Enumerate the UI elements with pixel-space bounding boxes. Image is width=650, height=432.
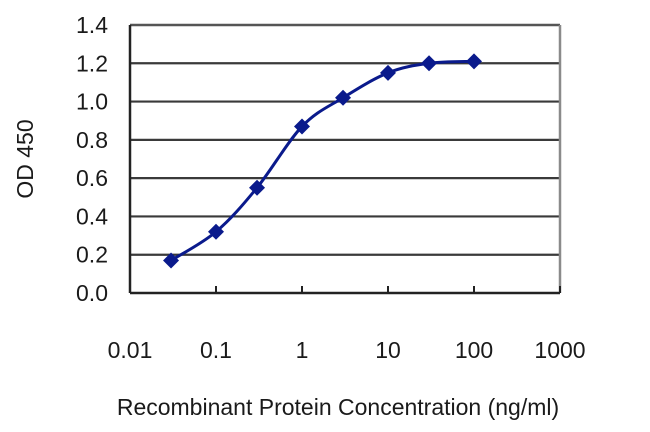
data-point-diamond-icon: [335, 89, 352, 106]
x-tick-label: 1: [296, 337, 309, 363]
data-point-diamond-icon: [380, 64, 396, 81]
data-point-diamond-icon: [249, 179, 266, 196]
data-point-diamond-icon: [466, 53, 482, 70]
x-tick-label: 1000: [534, 337, 585, 363]
y-tick-label: 0.8: [76, 127, 108, 153]
x-tick-label: 0.1: [200, 337, 232, 363]
y-tick-label: 0.4: [76, 203, 108, 229]
data-point-diamond-icon: [294, 118, 310, 135]
data-series: [163, 53, 482, 269]
data-point-diamond-icon: [163, 252, 180, 269]
y-tick-label: 1.2: [76, 50, 108, 76]
y-tick-label: 1.0: [76, 89, 108, 115]
data-point-diamond-icon: [421, 55, 438, 72]
y-axis-title: OD 450: [12, 119, 38, 198]
y-tick-label: 0.6: [76, 165, 108, 191]
y-axis-tick-labels: 0.0 0.2 0.4 0.6 0.8 1.0 1.2 1.4: [76, 12, 108, 306]
y-tick-label: 0.0: [76, 280, 108, 306]
x-axis-title: Recombinant Protein Concentration (ng/ml…: [117, 394, 559, 420]
x-axis-ticks: [129, 286, 561, 293]
y-tick-label: 1.4: [76, 12, 108, 38]
x-axis-tick-labels: 0.01 0.1 1 10 100 1000: [108, 337, 586, 363]
x-tick-label: 0.01: [108, 337, 153, 363]
plot-frame: [128, 23, 562, 295]
x-tick-label: 100: [455, 337, 493, 363]
x-tick-label: 10: [375, 337, 401, 363]
data-point-diamond-icon: [208, 223, 224, 240]
y-tick-label: 0.2: [76, 242, 108, 268]
